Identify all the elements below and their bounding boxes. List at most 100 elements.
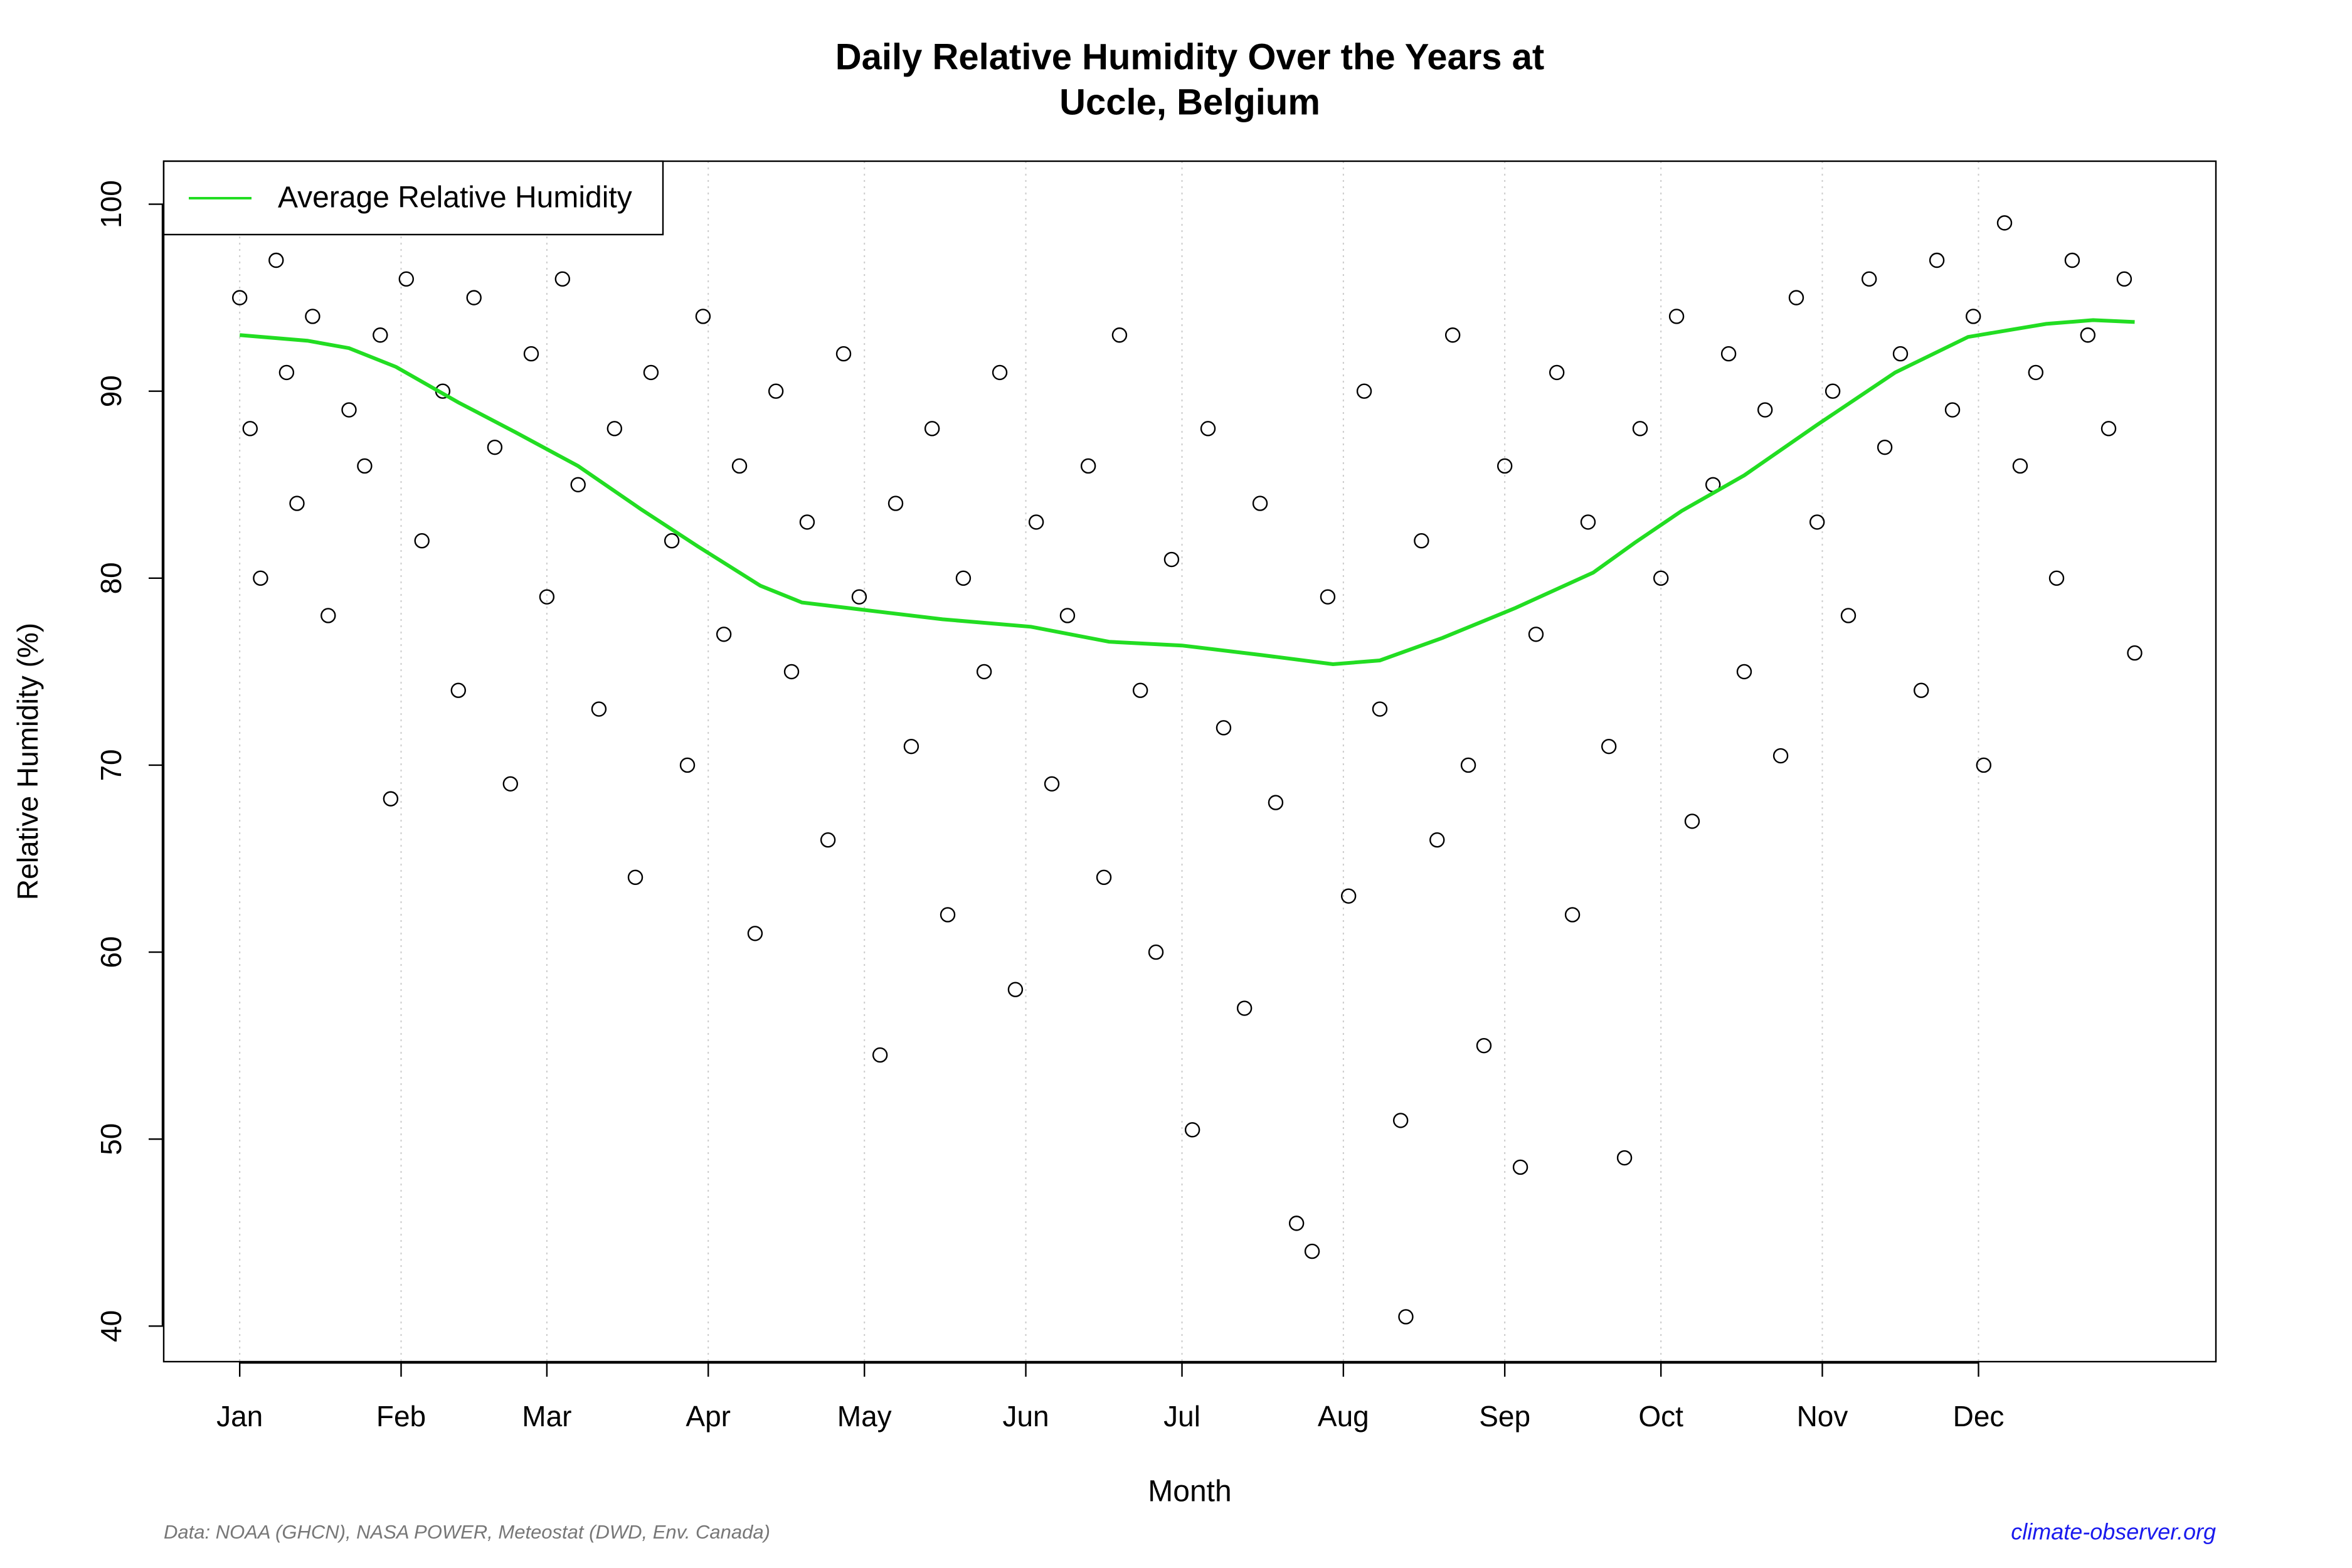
x-tick-label: May [837, 1400, 892, 1433]
point [1580, 514, 1596, 530]
point [1252, 495, 1268, 511]
y-tick-label: 80 [95, 562, 127, 594]
point [1861, 271, 1877, 287]
point [357, 458, 373, 474]
point [887, 495, 904, 511]
point [278, 364, 295, 381]
point [2116, 271, 2132, 287]
point [502, 776, 519, 792]
point [1044, 776, 1060, 792]
point [1772, 748, 1789, 764]
point [716, 627, 732, 642]
point [1757, 402, 1773, 418]
point [1966, 309, 1981, 324]
y-tick-label: 50 [95, 1123, 127, 1155]
point [373, 327, 388, 343]
point [1236, 1000, 1253, 1016]
x-tick-label: Dec [1953, 1400, 2005, 1433]
point [903, 738, 919, 755]
point [1892, 346, 1909, 362]
point [1976, 757, 1992, 773]
point [341, 402, 357, 418]
point [383, 791, 399, 807]
point [1288, 1216, 1305, 1231]
point [1653, 570, 1669, 586]
point [1200, 421, 1216, 437]
y-tick-label: 100 [95, 180, 127, 228]
point [1840, 608, 1857, 623]
point [1028, 514, 1044, 530]
point [320, 608, 336, 623]
point [1944, 402, 1961, 418]
point [1460, 757, 1476, 773]
point [2064, 252, 2080, 268]
point [398, 271, 414, 287]
point [1668, 309, 1685, 324]
point [554, 271, 571, 287]
points [231, 215, 2143, 1325]
point [1320, 589, 1336, 605]
point [1736, 664, 1752, 680]
point [664, 533, 680, 549]
point [1476, 1037, 1492, 1054]
point [1080, 458, 1096, 474]
point [1268, 795, 1284, 810]
point [1148, 944, 1164, 960]
point [924, 421, 940, 437]
point [1996, 215, 2013, 231]
point [1392, 1113, 1409, 1128]
x-tick-label: Nov [1797, 1400, 1848, 1433]
point [487, 439, 503, 455]
point [591, 701, 607, 717]
credit[interactable]: climate-observer.org [2011, 1519, 2216, 1545]
point [607, 421, 623, 437]
point [695, 309, 711, 324]
point [1788, 290, 1804, 305]
point [523, 346, 539, 362]
point [1132, 682, 1148, 698]
point [539, 589, 555, 605]
point [1877, 439, 1893, 455]
point [1601, 738, 1617, 755]
point [2012, 458, 2028, 474]
point [1429, 832, 1445, 848]
point [2080, 327, 2096, 343]
point [1444, 327, 1461, 343]
point [1564, 907, 1581, 923]
point [1929, 252, 1945, 268]
point [955, 570, 972, 586]
average-line [239, 318, 2135, 667]
point [1163, 551, 1180, 568]
x-tick-label: Sep [1479, 1400, 1530, 1433]
point [570, 477, 586, 492]
point [1496, 458, 1513, 474]
point [783, 664, 800, 680]
point [289, 495, 305, 511]
x-tick-label: Jan [216, 1400, 263, 1433]
point [1825, 383, 1841, 399]
point [305, 309, 320, 324]
point [1372, 701, 1388, 717]
point [940, 907, 956, 923]
x-tick-label: Aug [1318, 1400, 1369, 1433]
chart-title: Daily Relative Humidity Over the Years a… [835, 36, 1544, 77]
point [1528, 627, 1544, 642]
point [1007, 982, 1024, 997]
y-tick-label: 60 [95, 936, 127, 968]
point [747, 926, 763, 941]
x-tick-label: Mar [522, 1400, 571, 1433]
legend-label: Average Relative Humidity [278, 181, 632, 215]
point [1356, 383, 1372, 399]
x-tick-label: Oct [1638, 1400, 1683, 1433]
point [1414, 533, 1429, 549]
y-tick-label: 70 [95, 749, 127, 781]
point [872, 1047, 888, 1063]
point [242, 421, 258, 437]
x-tick-label: Jul [1163, 1400, 1200, 1433]
point [1096, 869, 1112, 886]
point [2100, 421, 2117, 437]
point [450, 682, 467, 698]
